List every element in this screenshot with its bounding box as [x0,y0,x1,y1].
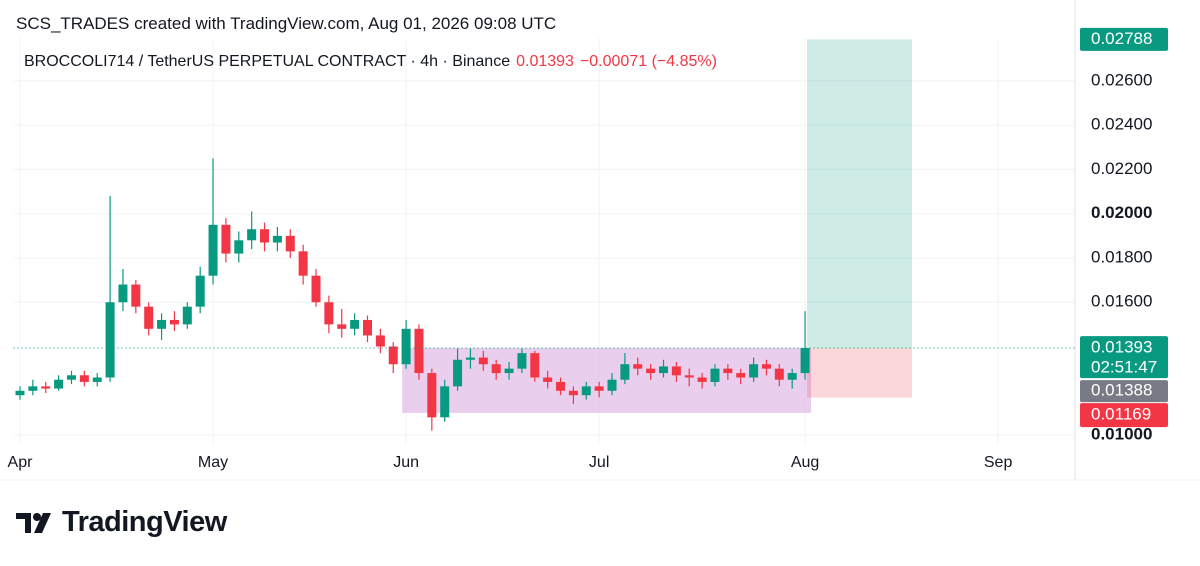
header: SCS_TRADES created with TradingView.com,… [16,14,557,33]
candle-body [388,346,398,365]
candle-body [465,357,475,360]
x-tick-label: Aug [791,454,819,471]
change: −0.00071 (−4.85%) [579,53,717,70]
candle-body [543,377,553,382]
candle-body [620,364,630,380]
candle-body [440,386,450,418]
candle-body [54,379,64,389]
y-tick-label: 0.01800 [1091,247,1152,266]
candle-body [761,364,771,369]
candle-body [453,359,463,387]
logo: TradingView [16,506,227,539]
candle-body [105,302,115,378]
candle-body [710,368,720,382]
candle-body [260,229,270,243]
candle-body [28,386,38,391]
candle-body [556,381,566,391]
candle-body [684,375,694,378]
candle-body [208,224,218,276]
candle-body [362,319,372,336]
candle-body [182,306,192,325]
candle-body [671,366,681,376]
candle-body [272,235,282,243]
candle-body [221,224,231,254]
entry-label: 0.01393 [1091,338,1152,357]
candle-body [131,284,141,307]
logo-text: TradingView [62,506,227,538]
candle-body [157,319,167,329]
stop-label: 0.01169 [1091,405,1151,424]
countdown: 02:51:47 [1091,358,1157,377]
candle-body [646,368,656,374]
x-tick-label: Sep [984,454,1013,471]
candle-body [491,364,501,374]
y-tick-label: 0.02000 [1091,203,1152,222]
candle-body [15,390,25,396]
logo-icon [16,512,51,533]
candle-body [311,275,321,303]
candle-body [594,386,604,391]
candle-body [337,324,347,329]
candle-body [633,364,643,369]
candle-body [375,335,385,347]
candle-body [517,353,527,369]
x-tick-label: May [198,454,228,471]
candle-body [234,240,244,254]
candle-body [66,375,76,380]
candle-body [568,390,578,396]
y-tick-label: 0.01000 [1091,425,1152,444]
y-tick-label: 0.01600 [1091,292,1152,311]
last-price: 0.01393 [516,53,574,70]
candle-body [787,373,797,380]
y-tick-label: 0.02600 [1091,70,1152,89]
range-box [402,348,812,413]
candle-body [324,302,334,325]
candle-body [350,319,360,329]
candle-body [169,319,179,325]
candle-body [504,368,514,374]
candle-body [118,284,128,303]
x-tick-label: Jun [393,454,419,471]
candle-body [298,251,308,276]
candle-body [427,373,437,418]
legend: BROCCOLI714 / TetherUS PERPETUAL CONTRAC… [24,53,717,71]
candle-body [195,275,205,307]
candle-body [658,366,669,374]
candle-body [607,379,617,391]
symbol: BROCCOLI714 / TetherUS PERPETUAL CONTRAC… [24,53,511,70]
candle-body [723,368,733,374]
entry-label-box [1080,336,1168,379]
candle-body [478,357,488,365]
y-tick-label: 0.02400 [1091,115,1152,134]
target-label: 0.02788 [1091,29,1152,48]
mark-label: 0.01388 [1091,381,1152,400]
mark-label-box [1080,380,1168,403]
stop-label-box [1080,403,1168,428]
candle-body [144,306,154,329]
target-zone [807,39,913,349]
candle-body [774,368,784,380]
y-tick-label: 0.02200 [1091,159,1152,178]
target-label-box [1080,27,1168,51]
candle-body [79,375,89,382]
candle-body [92,377,102,382]
candle-body [285,235,295,252]
candle-body [414,328,424,374]
candle-body [401,328,411,365]
x-tick-label: Jul [589,454,609,471]
candle-body [800,348,810,374]
candle-body [749,364,759,378]
candle-body [530,353,540,378]
candle-body [736,373,746,378]
candle-body [41,386,51,389]
candle-body [581,386,591,396]
x-tick-label: Apr [8,454,34,471]
candle-body [697,377,707,382]
stop-zone [807,348,913,398]
candle-body [247,229,257,241]
